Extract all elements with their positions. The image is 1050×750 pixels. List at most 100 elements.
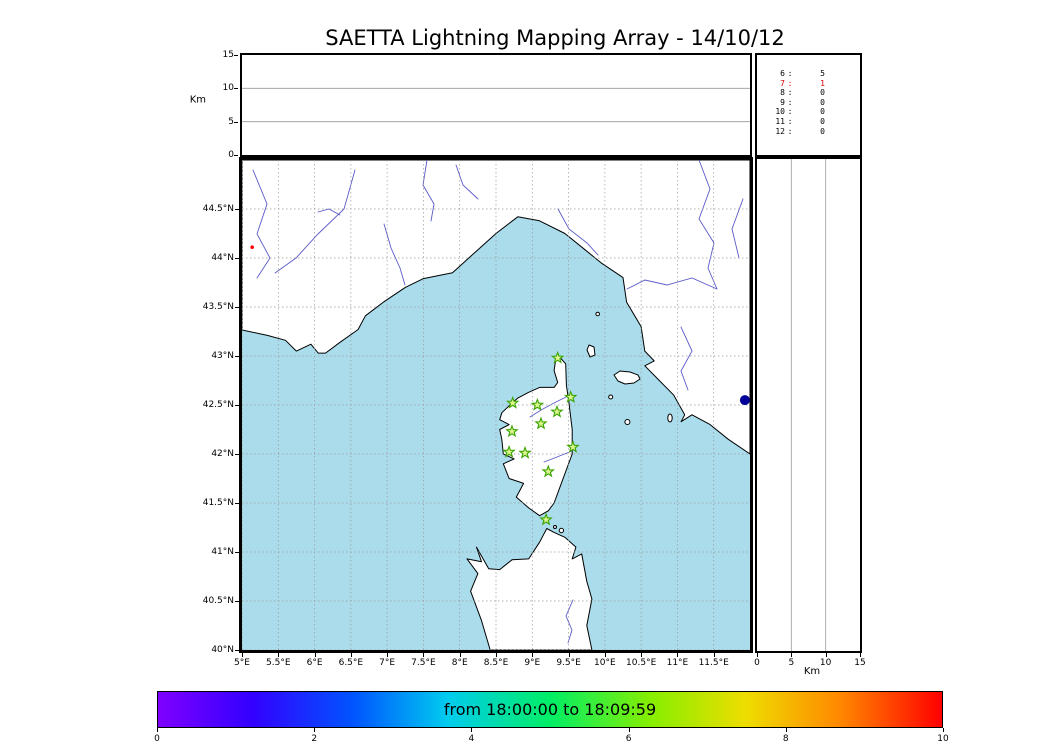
- colorbar-tick-label: 4: [468, 734, 475, 744]
- lat-tick-mark: [235, 405, 239, 406]
- colorbar-tick-mark: [314, 728, 316, 732]
- station-star: [551, 350, 565, 364]
- lon-tick-label: 8°E: [451, 658, 468, 668]
- lon-tick-label: 10.5°E: [626, 658, 657, 668]
- lon-tick-mark: [532, 653, 534, 657]
- colorbar-tick-mark: [943, 728, 944, 732]
- lon-tick-mark: [314, 653, 316, 657]
- colorbar-tick-label: 6: [625, 734, 632, 744]
- lon-tick-mark: [568, 653, 570, 657]
- height2-tick-label: 0: [754, 658, 760, 668]
- lon-tick-mark: [496, 653, 497, 657]
- height-tick-mark: [234, 55, 238, 56]
- points-layer: [250, 245, 750, 406]
- grid-layer: [242, 160, 750, 650]
- lon-tick-label: 6°E: [306, 658, 323, 668]
- count-value: 0: [820, 116, 825, 126]
- lat-tick-mark: [235, 307, 239, 308]
- lat-tick-label: 44°N: [211, 253, 234, 263]
- lon-tick-mark: [423, 653, 425, 657]
- lat-tick-label: 40.5°N: [202, 596, 234, 606]
- lon-tick-mark: [713, 653, 715, 657]
- lat-tick-mark: [235, 650, 239, 651]
- map-panel: [239, 157, 753, 653]
- height2-tick-mark: [825, 653, 827, 657]
- height2-tick-mark: [757, 653, 758, 657]
- colorbar-gradient: [158, 692, 942, 727]
- river: [252, 169, 271, 279]
- island-pianosa: [608, 394, 614, 400]
- lat-tick-label: 42.5°N: [202, 400, 234, 410]
- height-tick-label: 0: [228, 150, 234, 160]
- hour-count-row: 10: 0: [767, 107, 860, 117]
- lon-tick-label: 7.5°E: [411, 658, 436, 668]
- colorbar-tick-label: 2: [311, 734, 318, 744]
- figure-title: SAETTA Lightning Mapping Array - 14/10/1…: [325, 26, 785, 50]
- hour-label: 7: [780, 78, 785, 88]
- corsica: [499, 354, 573, 517]
- counts-panel: 6: 5 7: 1 8: 0 9: 0 10: 0 11: 0 12: 0: [755, 53, 862, 157]
- island-gorgona: [595, 311, 601, 317]
- river: [317, 208, 341, 216]
- count-value: 0: [820, 97, 825, 107]
- station-star: [541, 464, 556, 478]
- lat-tick-mark: [235, 454, 239, 455]
- lat-tick-mark: [235, 552, 239, 553]
- count-value: 1: [820, 78, 825, 88]
- island-capraia: [586, 344, 596, 358]
- lon-tick-label: 7°E: [379, 658, 396, 668]
- lon-tick-label: 9°E: [524, 658, 541, 668]
- height-latitude-panel: [755, 157, 862, 653]
- colorbar-tick-label: 8: [782, 734, 789, 744]
- sardinia: [466, 528, 593, 650]
- colon: :: [787, 78, 793, 88]
- source-point: [250, 245, 254, 249]
- station-star: [534, 416, 548, 430]
- hour-label: 9: [780, 97, 785, 107]
- height-latitude-canvas: [790, 159, 827, 651]
- island-elba: [613, 370, 641, 385]
- height-tick-label: 5: [228, 116, 234, 127]
- hour-count-row: 8: 0: [767, 88, 860, 98]
- height-tick-mark: [234, 121, 238, 123]
- river: [626, 277, 718, 290]
- colorbar-tick-mark: [785, 728, 787, 732]
- lon-tick-label: 8.5°E: [483, 658, 509, 668]
- lat-tick-label: 41.5°N: [202, 498, 234, 508]
- hour-count-row: 11: 0: [767, 117, 860, 127]
- island-maddalena-2: [553, 525, 557, 529]
- lon-tick-label: 6.5°E: [338, 658, 364, 668]
- lon-tick-label: 10°E: [594, 658, 616, 668]
- colon: :: [787, 88, 793, 98]
- lon-tick-mark: [242, 653, 243, 657]
- height2-tick-label: 5: [788, 658, 795, 668]
- river: [422, 160, 435, 222]
- station-star: [563, 390, 578, 403]
- hour-label: 12: [775, 126, 785, 136]
- colorbar-tick-mark: [471, 728, 473, 732]
- height-axis-label: Km: [189, 94, 206, 106]
- lat-tick-mark: [235, 209, 239, 210]
- colorbar-tick-label: 0: [154, 734, 160, 744]
- colon: :: [787, 97, 793, 107]
- colon: :: [787, 107, 793, 117]
- height2-tick-mark: [860, 653, 861, 657]
- river: [455, 164, 479, 200]
- colorbar-tick-mark: [157, 728, 158, 732]
- lon-tick-mark: [604, 653, 606, 657]
- height-tick-label: 15: [222, 50, 234, 60]
- hour-count-row: 12: 0: [767, 127, 860, 137]
- colon: :: [787, 116, 793, 126]
- land-layer: [242, 160, 750, 650]
- station-star: [506, 395, 520, 409]
- island-maddalena: [558, 527, 565, 534]
- river: [543, 450, 573, 463]
- height2-tick-label: 10: [819, 658, 832, 668]
- lat-tick-label: 43.5°N: [202, 302, 234, 312]
- lon-tick-mark: [677, 653, 679, 657]
- lon-tick-mark: [641, 653, 643, 657]
- lon-tick-label: 5°E: [234, 658, 250, 668]
- count-value: 0: [820, 126, 825, 136]
- lat-tick-label: 44.5°N: [202, 204, 234, 214]
